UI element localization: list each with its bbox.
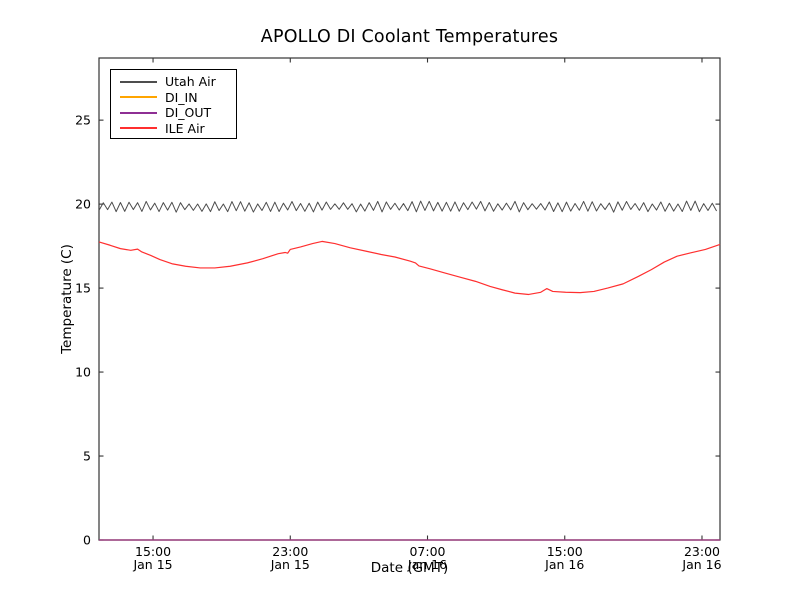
x-tick-time-label: 15:00 xyxy=(547,544,583,559)
legend-label-di-in: DI_IN xyxy=(165,89,198,105)
legend-line-utah-air xyxy=(120,80,157,83)
legend-line-ile-air xyxy=(120,127,157,130)
x-tick-time-label: 15:00 xyxy=(135,544,171,559)
chart-title: APOLLO DI Coolant Temperatures xyxy=(260,27,559,47)
legend-item-di-in: DI_IN xyxy=(111,90,236,106)
legend-item-ile-air: ILE Air xyxy=(111,121,236,137)
x-tick-date-label: Jan 15 xyxy=(132,557,172,572)
series-line-utah-air xyxy=(98,200,718,213)
legend-box: Utah Air DI_IN DI_OUT ILE Air xyxy=(110,69,237,139)
series-line-ile-air xyxy=(98,240,721,296)
x-tick-date-label: Jan 16 xyxy=(407,557,447,572)
x-tick-time-label: 23:00 xyxy=(272,544,308,559)
y-tick-label: 5 xyxy=(83,449,91,464)
x-tick-time-label: 07:00 xyxy=(409,544,445,559)
x-tick-date-label: Jan 16 xyxy=(681,557,721,572)
x-tick-date-label: Jan 15 xyxy=(270,557,310,572)
y-tick-label: 0 xyxy=(83,533,91,548)
x-tick-date-label: Jan 16 xyxy=(544,557,584,572)
y-tick-label: 10 xyxy=(75,365,91,380)
x-axis-label: Date (GMT) xyxy=(370,560,449,576)
y-tick-label: 25 xyxy=(75,113,91,128)
legend-line-di-in xyxy=(120,96,157,99)
legend-item-di-out: DI_OUT xyxy=(111,105,236,121)
legend-line-di-out xyxy=(120,111,157,114)
x-tick-time-label: 23:00 xyxy=(684,544,720,559)
legend-label-utah-air: Utah Air xyxy=(165,74,216,90)
legend-item-utah-air: Utah Air xyxy=(111,74,236,90)
y-tick-label: 20 xyxy=(75,197,91,212)
legend-label-di-out: DI_OUT xyxy=(165,105,212,121)
y-tick-label: 15 xyxy=(75,281,91,296)
series-lines xyxy=(98,200,721,541)
legend-label-ile-air: ILE Air xyxy=(165,120,205,136)
y-axis-label: Temperature (C) xyxy=(59,244,75,354)
